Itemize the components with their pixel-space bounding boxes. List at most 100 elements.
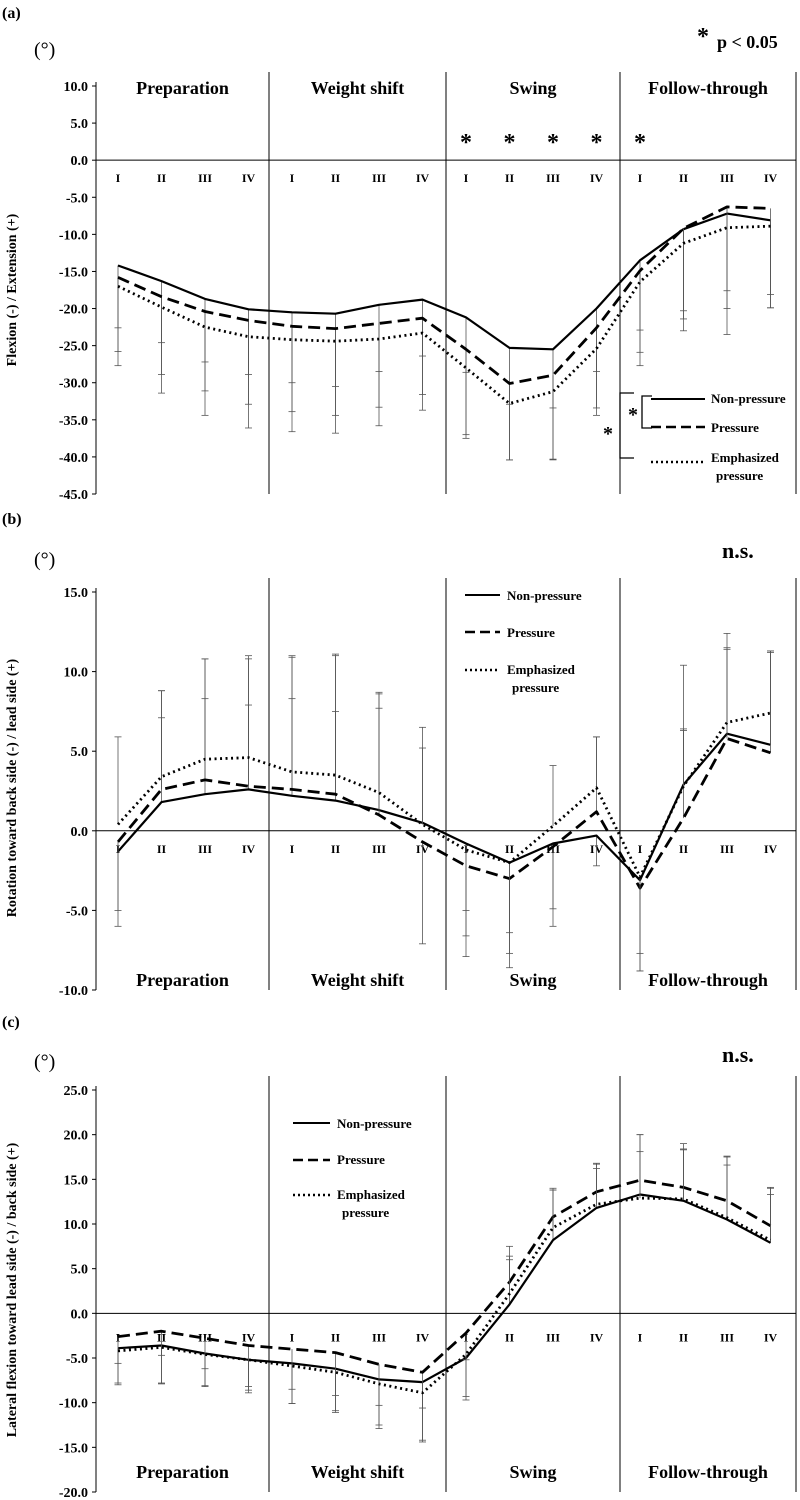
- y-tick-label: -35.0: [59, 414, 88, 429]
- phase-label: Weight shift: [311, 970, 405, 990]
- bracket-non-pressure-vs-pressure: [641, 395, 652, 429]
- phase-label: Follow-through: [648, 970, 768, 990]
- panel-c-significance: n.s.: [722, 1042, 754, 1067]
- stage-label: I: [116, 171, 121, 185]
- significance-marker: *: [504, 130, 516, 156]
- y-tick-label: 5.0: [71, 117, 89, 132]
- y-tick-label: 5.0: [71, 1263, 89, 1278]
- y-tick-label: 0.0: [71, 825, 89, 840]
- panel-a-axes: 10.0 5.0 0.0 -5.0 -10.0 -15.0 -20.0 -25.0 -30.0 -…: [59, 72, 797, 503]
- panel-b-label: (b): [2, 511, 22, 528]
- stage-label: IV: [590, 1330, 604, 1344]
- stage-label: IV: [416, 171, 430, 185]
- stage-label: IV: [416, 1330, 430, 1344]
- stage-label: II: [679, 1330, 689, 1344]
- stage-label: III: [372, 1330, 386, 1344]
- stage-label: II: [331, 1330, 341, 1344]
- y-tick-label: 0.0: [71, 154, 89, 169]
- y-tick-label: 10.0: [64, 1218, 89, 1233]
- y-tick-label: -10.0: [59, 984, 88, 999]
- series-emphasized-pressure: [114, 224, 774, 461]
- panel-b-unit: (°): [34, 549, 55, 571]
- stage-label: III: [372, 842, 386, 856]
- stage-label: IV: [242, 171, 256, 185]
- stage-label: IV: [764, 842, 778, 856]
- y-tick-label: -15.0: [59, 265, 88, 280]
- y-tick-label: 20.0: [64, 1129, 89, 1144]
- significance-marker: *: [460, 130, 472, 156]
- stage-label: I: [638, 171, 643, 185]
- legend-label-emphasized: Emphasized: [507, 662, 576, 677]
- bracket-non-pressure-vs-emphasized: [619, 392, 634, 459]
- y-tick-label: -25.0: [59, 340, 88, 355]
- stage-label: IV: [242, 842, 256, 856]
- stage-label: III: [720, 842, 734, 856]
- stage-label: II: [505, 171, 515, 185]
- series-emphasized-pressure: [114, 632, 774, 954]
- stage-label: II: [157, 171, 167, 185]
- stage-label: III: [198, 171, 212, 185]
- panel-c-legend: Non-pressure Pressure Emphasized pressur…: [293, 1116, 412, 1220]
- y-tick-label: -5.0: [66, 1352, 88, 1367]
- y-tick-label: -10.0: [59, 1397, 88, 1412]
- y-tick-label: 10.0: [64, 80, 89, 95]
- stage-label: I: [638, 1330, 643, 1344]
- legend-label-pressure: Pressure: [711, 420, 759, 435]
- stage-label: II: [157, 842, 167, 856]
- stage-label: II: [679, 171, 689, 185]
- series-line: [117, 205, 771, 385]
- stage-label: II: [331, 171, 341, 185]
- y-tick-label: 10.0: [64, 666, 89, 681]
- bracket-star-2: *: [603, 423, 613, 445]
- stage-label: II: [679, 842, 689, 856]
- panel-b-ylabel: Rotation toward back side (-) / lead sid…: [5, 658, 20, 917]
- panel-b-axes: 15.0 10.0 5.0 0.0 -5.0 -10.0 Preparation Weight…: [59, 578, 797, 999]
- stage-label: IV: [590, 171, 604, 185]
- y-tick-label: 15.0: [64, 1173, 89, 1188]
- panel-c-ylabel: Lateral flexion toward lead side (-) / b…: [5, 1142, 20, 1437]
- stage-label: III: [546, 1330, 560, 1344]
- y-tick-label: -10.0: [59, 228, 88, 243]
- phase-label: Swing: [509, 1462, 556, 1482]
- stage-label: I: [290, 1330, 295, 1344]
- panel-c-label: (c): [2, 1014, 20, 1031]
- panel-b: (b) (°) n.s. Rotation toward back side (…: [2, 511, 797, 999]
- significance-text: p < 0.05: [717, 32, 778, 52]
- y-tick-label: -5.0: [66, 904, 88, 919]
- stage-label: III: [372, 171, 386, 185]
- panel-b-plot: [114, 632, 774, 972]
- y-tick-label: 15.0: [64, 586, 89, 601]
- series-line: [116, 711, 771, 879]
- y-tick-label: -40.0: [59, 451, 88, 466]
- series-line: [117, 1196, 772, 1395]
- phase-label: Follow-through: [648, 1462, 768, 1482]
- y-tick-label: -45.0: [59, 488, 88, 503]
- significance-marker: *: [591, 130, 603, 156]
- panel-c-unit: (°): [34, 1051, 55, 1073]
- significance-marker: *: [547, 130, 559, 156]
- stage-label: I: [290, 171, 295, 185]
- y-tick-label: 25.0: [64, 1084, 89, 1099]
- stage-label: I: [638, 842, 643, 856]
- series-non-pressure: [114, 648, 774, 972]
- significance-star: *: [697, 24, 709, 50]
- stage-label: III: [198, 1330, 212, 1344]
- panel-a-legend: Non-pressure Pressure Emphasized pressur…: [603, 391, 786, 483]
- y-tick-label: -30.0: [59, 377, 88, 392]
- panel-a-label: (a): [2, 5, 21, 22]
- stage-label: III: [720, 171, 734, 185]
- stage-label: I: [290, 842, 295, 856]
- phase-label: Swing: [509, 970, 556, 990]
- series-pressure: [114, 205, 774, 461]
- stage-label: IV: [242, 1330, 256, 1344]
- y-tick-label: 0.0: [71, 1307, 89, 1322]
- legend-label-emphasized-2: pressure: [716, 468, 763, 483]
- stage-label: III: [546, 171, 560, 185]
- panel-a-plot: [114, 205, 774, 461]
- panel-c-axes: 25.0 20.0 15.0 10.0 5.0 0.0 -5.0 -10.0 -15.0 -20.…: [59, 1076, 797, 1500]
- panel-c-plot: [114, 1134, 774, 1443]
- legend-label-pressure: Pressure: [507, 625, 555, 640]
- series-line: [117, 1193, 772, 1384]
- panel-b-significance: n.s.: [722, 538, 754, 563]
